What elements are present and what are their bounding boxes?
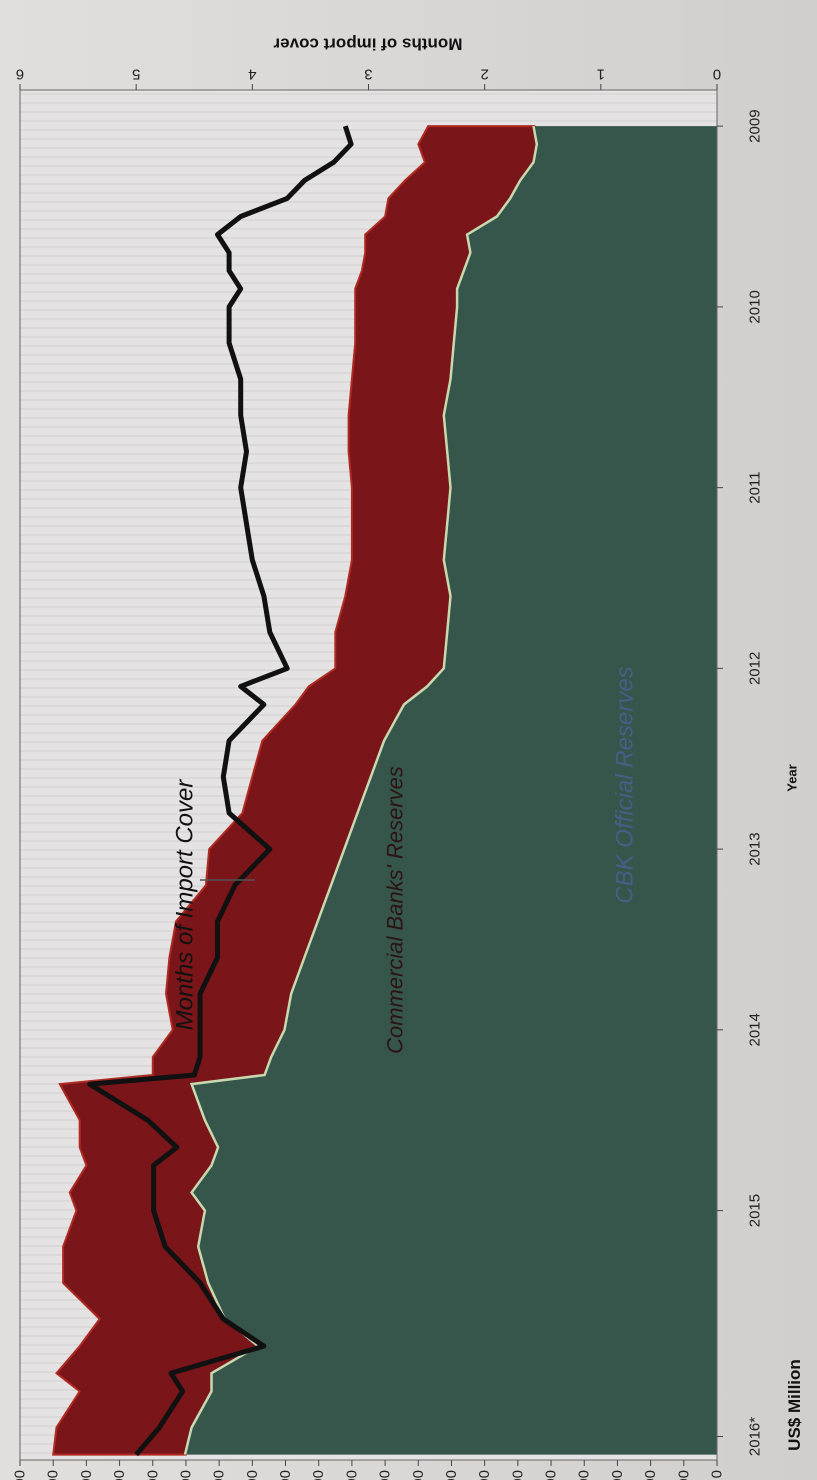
left-axis-tick-label: 3,000	[509, 1470, 526, 1480]
left-axis-tick-label: 6,000	[310, 1470, 327, 1480]
year-axis-tick-label: 2014	[747, 1013, 764, 1046]
left-axis-tick-label: 7,500	[211, 1470, 228, 1480]
left-axis-tick-label: 0	[709, 1470, 726, 1478]
left-axis-tick-label: 500	[675, 1470, 692, 1480]
commercial-banks-reserves-label: Commercial Banks' Reserves	[383, 766, 408, 1054]
left-axis-title: US$ Million	[785, 1359, 804, 1451]
right-axis-tick-label: 0	[713, 66, 721, 83]
left-axis-tick-label: 4,500	[410, 1470, 427, 1480]
left-axis-tick-label: 5,000	[377, 1470, 394, 1480]
left-axis-tick-label: 5,500	[343, 1470, 360, 1480]
right-axis-tick-label: 3	[364, 66, 372, 83]
year-axis-tick-label: 2009	[747, 109, 764, 142]
year-axis-tick-label: 2015	[747, 1194, 764, 1227]
year-axis-title: Year	[785, 764, 800, 791]
left-axis-tick-label: 4,000	[443, 1470, 460, 1480]
year-axis-tick-label: 2010	[747, 290, 764, 323]
left-axis-tick-label: 10,000	[45, 1470, 62, 1480]
year-axis-tick-label: 2012	[747, 652, 764, 685]
right-axis-tick-label: 5	[132, 66, 140, 83]
months-of-import-cover-label: Months of Import Cover	[172, 779, 199, 1031]
left-axis-tick-label: 8,500	[144, 1470, 161, 1480]
axes: 0 500 1,000 1,500 2,000 2,500 3,000 3,500 4,000 4…	[12, 35, 805, 1480]
right-axis-tick-label: 6	[16, 66, 24, 83]
left-axis-tick-label: 8,000	[177, 1470, 194, 1480]
left-axis-tick-label: 7,000	[244, 1470, 261, 1480]
right-axis-tick-label: 1	[597, 66, 605, 83]
left-axis-tick-label: 3,500	[476, 1470, 493, 1480]
year-axis-tick-label: 2013	[747, 832, 764, 865]
right-axis-tick-label: 4	[248, 66, 256, 83]
left-axis-tick-label: 9,000	[111, 1470, 128, 1480]
cbk-official-reserves-area	[186, 126, 717, 1455]
left-axis-tick-label: 1,500	[609, 1470, 626, 1480]
left-axis-tick-label: 10,500	[12, 1470, 29, 1480]
cbk-official-reserves-label: CBK Official Reserves	[612, 666, 639, 903]
left-axis-tick-label: 2,000	[576, 1470, 593, 1480]
right-axis-title: Months of import cover	[273, 35, 462, 54]
left-axis-tick-label: 2,500	[543, 1470, 560, 1480]
year-axis-tick-label: 2016*	[747, 1417, 764, 1456]
cbk-reserves-edge	[183, 125, 539, 1455]
left-axis-tick-label: 9,500	[78, 1470, 95, 1480]
year-axis-tick-label: 2011	[747, 471, 764, 503]
import-cover-line	[87, 125, 354, 1457]
right-axis-tick-label: 2	[480, 66, 488, 83]
left-axis-tick-label: 6,500	[277, 1470, 294, 1480]
left-axis-tick-label: 1,000	[642, 1470, 659, 1480]
plot-area	[20, 90, 717, 1460]
